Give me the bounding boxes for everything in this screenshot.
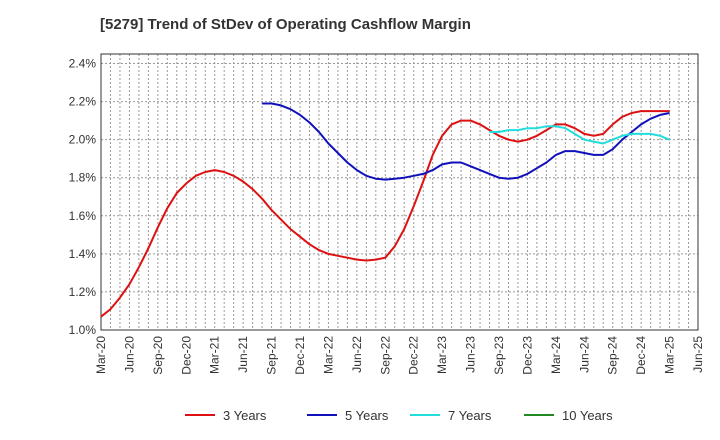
x-tick-label: Dec-22 xyxy=(407,336,421,375)
axes: 1.0% 1.2% 1.4% 1.6% 1.8% 2.0% 2.2% 2.4% Mar-20 Ju… xyxy=(69,53,705,375)
y-tick-label: 2.2% xyxy=(69,95,97,109)
y-tick-label: 1.6% xyxy=(69,209,97,223)
y-tick-label: 1.0% xyxy=(69,323,97,337)
series-line-3-years xyxy=(100,110,670,318)
x-tick-label: Dec-23 xyxy=(520,336,534,375)
x-tick-label: Sep-23 xyxy=(492,336,506,375)
legend-label-7-years: 7 Years xyxy=(448,408,492,423)
x-tick-label: Sep-24 xyxy=(606,336,620,375)
x-tick-label: Mar-24 xyxy=(549,336,563,374)
x-tick-label: Jun-20 xyxy=(122,336,136,373)
x-tick-label: Mar-21 xyxy=(208,336,222,374)
legend-label-5-years: 5 Years xyxy=(345,408,389,423)
x-tick-label: Jun-24 xyxy=(577,336,591,373)
legend: 3 Years 5 Years 7 Years 10 Years xyxy=(185,408,613,423)
x-tick-label: Dec-24 xyxy=(634,336,648,375)
x-tick-label: Sep-20 xyxy=(151,336,165,375)
x-tick-label: Mar-22 xyxy=(321,336,335,374)
x-tick-label: Jun-23 xyxy=(464,336,478,373)
chart-title: [5279] Trend of StDev of Operating Cashf… xyxy=(100,16,471,33)
x-tick-label: Mar-23 xyxy=(435,336,449,374)
plot-frame xyxy=(100,53,699,331)
x-tick-label: Mar-20 xyxy=(94,336,108,374)
series-lines xyxy=(100,102,670,318)
x-tick-label: Jun-25 xyxy=(691,336,705,373)
y-tick-label: 1.8% xyxy=(69,171,97,185)
x-tick-label: Mar-25 xyxy=(663,336,677,374)
x-tick-label: Sep-21 xyxy=(265,336,279,375)
x-tick-label: Sep-22 xyxy=(378,336,392,375)
x-tick-label: Jun-22 xyxy=(350,336,364,373)
series-line-7-years xyxy=(489,125,670,145)
x-tick-label: Jun-21 xyxy=(236,336,250,373)
y-tick-label: 2.4% xyxy=(69,57,97,71)
legend-label-3-years: 3 Years xyxy=(223,408,267,423)
series-line-5-years xyxy=(262,102,670,181)
x-tick-label: Dec-21 xyxy=(293,336,307,375)
y-tick-label: 1.2% xyxy=(69,285,97,299)
y-tick-label: 1.4% xyxy=(69,247,97,261)
plot-background xyxy=(101,54,698,330)
x-tick-label: Dec-20 xyxy=(179,336,193,375)
y-tick-label: 2.0% xyxy=(69,133,97,147)
legend-label-10-years: 10 Years xyxy=(562,408,613,423)
